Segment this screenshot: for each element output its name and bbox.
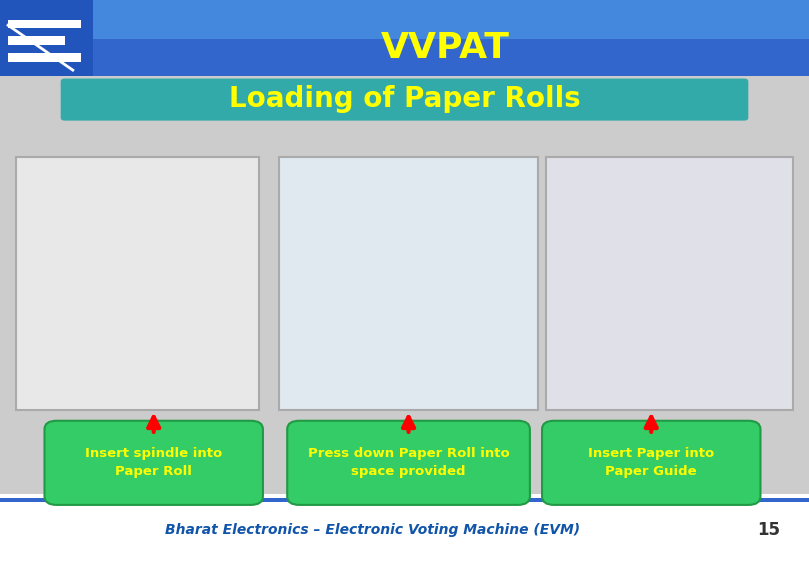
Text: Insert Paper into
Paper Guide: Insert Paper into Paper Guide <box>588 447 714 479</box>
Text: Loading of Paper Rolls: Loading of Paper Rolls <box>229 85 580 113</box>
Text: 15: 15 <box>757 521 780 539</box>
FancyBboxPatch shape <box>287 421 530 505</box>
FancyBboxPatch shape <box>0 494 809 561</box>
FancyBboxPatch shape <box>546 157 793 410</box>
FancyBboxPatch shape <box>16 157 259 410</box>
Text: Bharat Electronics – Electronic Voting Machine (EVM): Bharat Electronics – Electronic Voting M… <box>164 523 580 537</box>
FancyBboxPatch shape <box>8 36 65 45</box>
FancyBboxPatch shape <box>8 20 81 28</box>
FancyBboxPatch shape <box>0 0 93 76</box>
FancyBboxPatch shape <box>542 421 760 505</box>
Text: VVPAT: VVPAT <box>380 31 510 65</box>
FancyBboxPatch shape <box>0 0 809 76</box>
FancyBboxPatch shape <box>61 79 748 121</box>
FancyBboxPatch shape <box>0 79 809 494</box>
FancyBboxPatch shape <box>0 0 809 39</box>
FancyBboxPatch shape <box>44 421 263 505</box>
Text: Insert spindle into
Paper Roll: Insert spindle into Paper Roll <box>85 447 222 479</box>
FancyBboxPatch shape <box>0 498 809 502</box>
Text: Press down Paper Roll into
space provided: Press down Paper Roll into space provide… <box>307 447 510 479</box>
FancyBboxPatch shape <box>279 157 538 410</box>
FancyBboxPatch shape <box>8 53 81 62</box>
